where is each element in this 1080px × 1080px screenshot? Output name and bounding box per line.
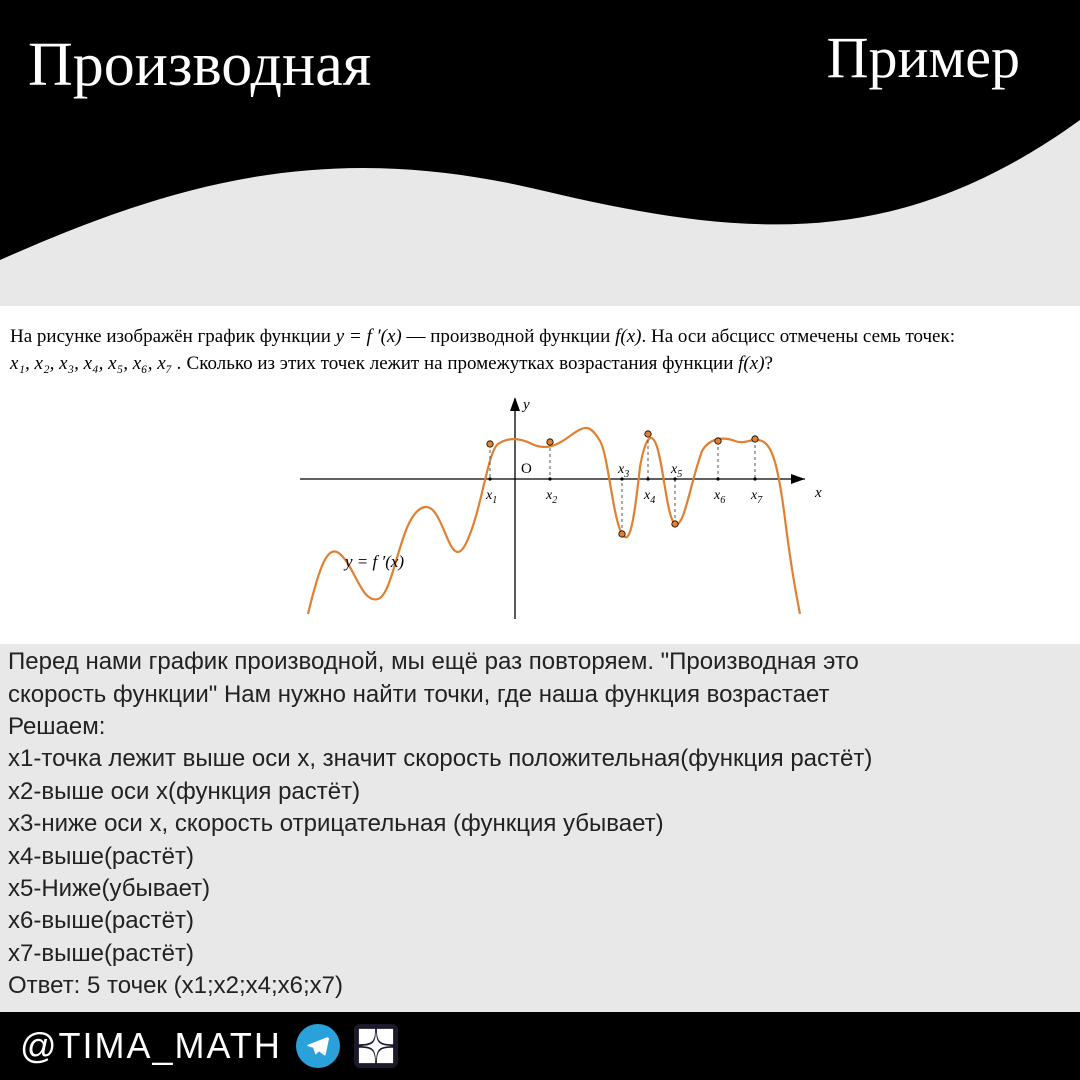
problem-points: x₁, x₂, x₃, x₄, x₅, x₆, x₇ . (10, 353, 182, 374)
solution-line: х3-ниже оси х, скорость отрицательная (ф… (8, 808, 1072, 840)
problem-text: ? (765, 353, 773, 374)
solution-line: х4-выше(растёт) (8, 841, 1072, 873)
problem-text: — производной функции (402, 326, 615, 347)
svg-text:x7: x7 (750, 488, 763, 506)
problem-text: На рисунке изображён график функции (10, 326, 336, 347)
solution-line: Перед нами график производной, мы ещё ра… (8, 646, 1072, 678)
svg-text:y: y (521, 397, 530, 413)
svg-text:x2: x2 (545, 488, 557, 506)
footer-banner: @TIMA_MATH (0, 1012, 1080, 1080)
solution-line: Решаем: (8, 711, 1072, 743)
solution-text: Перед нами график производной, мы ещё ра… (0, 644, 1080, 1012)
solution-line: х5-Ниже(убывает) (8, 873, 1072, 905)
telegram-icon[interactable] (296, 1024, 340, 1068)
function-plot: y x Oy = f ′(x) x1 x2 x3 x4 x5 x6 x7 (300, 389, 840, 644)
svg-text:x: x (814, 485, 822, 501)
problem-eq: y = f ′(x) (336, 326, 402, 347)
svg-text:O: O (521, 461, 532, 477)
svg-text:x1: x1 (485, 488, 497, 506)
solution-line: х2-выше оси х(функция растёт) (8, 776, 1072, 808)
solution-line: Ответ: 5 точек (х1;х2;х4;х6;х7) (8, 970, 1072, 1002)
content: На рисунке изображён график функции y = … (0, 260, 1080, 1012)
svg-text:x4: x4 (643, 488, 655, 506)
solution-line: скорость функции" Нам нужно найти точки,… (8, 679, 1072, 711)
svg-text:x3: x3 (617, 462, 629, 480)
chart-area: y x Oy = f ′(x) x1 x2 x3 x4 x5 x6 x7 (0, 389, 1080, 644)
svg-text:y = f ′(x): y = f ′(x) (343, 552, 404, 571)
problem-text: . На оси абсцисс отмечены семь точек: (641, 326, 955, 347)
problem-fx: f(x) (738, 353, 764, 374)
header-title-right: Пример (827, 24, 1020, 91)
footer-handle: @TIMA_MATH (20, 1025, 282, 1067)
problem-fx: f(x) (615, 326, 641, 347)
svg-text:x5: x5 (670, 462, 682, 480)
solution-line: х6-выше(растёт) (8, 905, 1072, 937)
solution-line: х7-выше(растёт) (8, 938, 1072, 970)
zen-icon[interactable] (354, 1024, 398, 1068)
solution-line: х1-точка лежит выше оси х, значит скорос… (8, 743, 1072, 775)
svg-text:x6: x6 (713, 488, 725, 506)
problem-statement: На рисунке изображён график функции y = … (0, 306, 1080, 389)
problem-text: Сколько из этих точек лежит на промежутк… (182, 353, 738, 374)
header-title-left: Производная (28, 30, 371, 101)
